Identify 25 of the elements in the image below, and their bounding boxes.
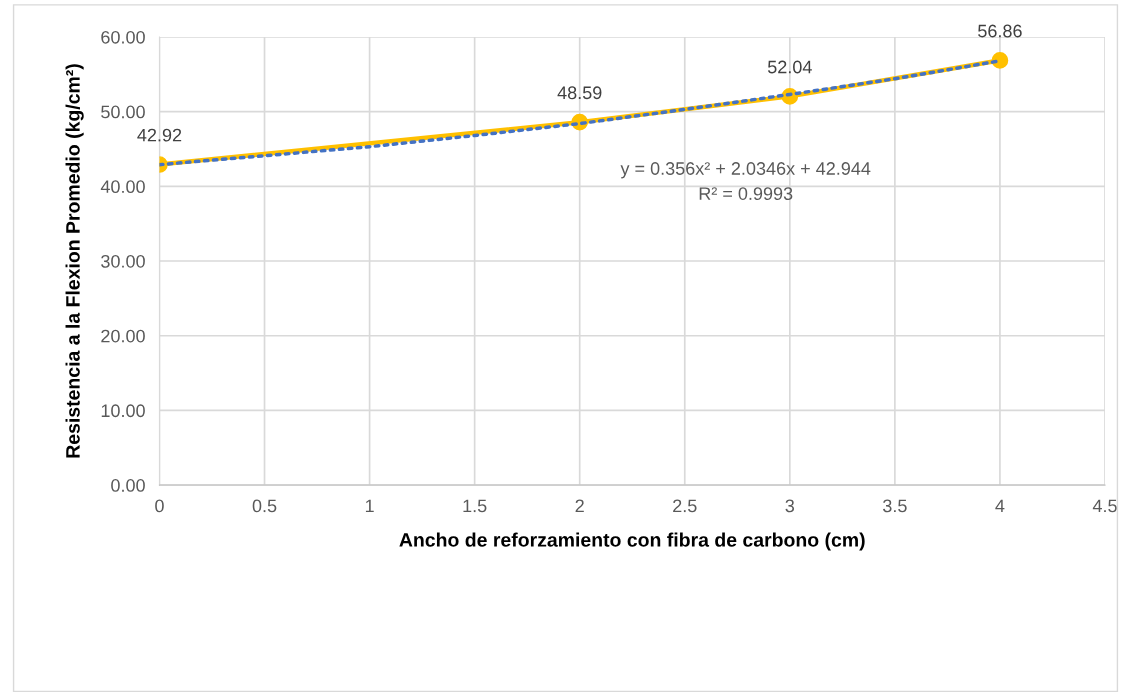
x-tick-label: 4 (995, 499, 1005, 513)
y-tick-label: 20.00 (101, 329, 145, 343)
x-tick-label: 4.5 (1092, 499, 1117, 513)
data-label: 56.86 (978, 24, 1022, 38)
x-tick-label: 3 (785, 499, 795, 513)
x-tick-label: 2 (575, 499, 584, 513)
x-tick-label: 3.5 (883, 499, 907, 513)
y-tick-label: 40.00 (100, 180, 145, 194)
x-tick-label: 2.5 (673, 499, 697, 513)
data-label: 42.92 (137, 128, 182, 142)
x-axis-title: Ancho de reforzamiento con fibra de carbono (cm) (399, 532, 865, 551)
y-tick-label: 60.00 (101, 30, 145, 44)
x-tick-label: 1.5 (463, 499, 487, 513)
y-tick-label: 30.00 (101, 254, 145, 268)
y-tick-label: 10.00 (101, 404, 145, 418)
y-tick-label: 50.00 (101, 105, 145, 119)
data-label: 52.04 (767, 60, 812, 74)
data-label: 48.59 (557, 86, 602, 100)
x-tick-label: 0.5 (252, 499, 277, 513)
annotation: R² = 0.9993 (699, 187, 793, 200)
x-tick-label: 1 (365, 499, 374, 513)
y-tick-label: 0.00 (111, 479, 145, 492)
y-axis-title: Resistencia a la Flexion Promedio (kg/cm²) (65, 64, 84, 458)
annotation: y = 0.356x² + 2.0346x + 42.944 (620, 162, 871, 179)
x-tick-label: 0 (155, 499, 164, 513)
